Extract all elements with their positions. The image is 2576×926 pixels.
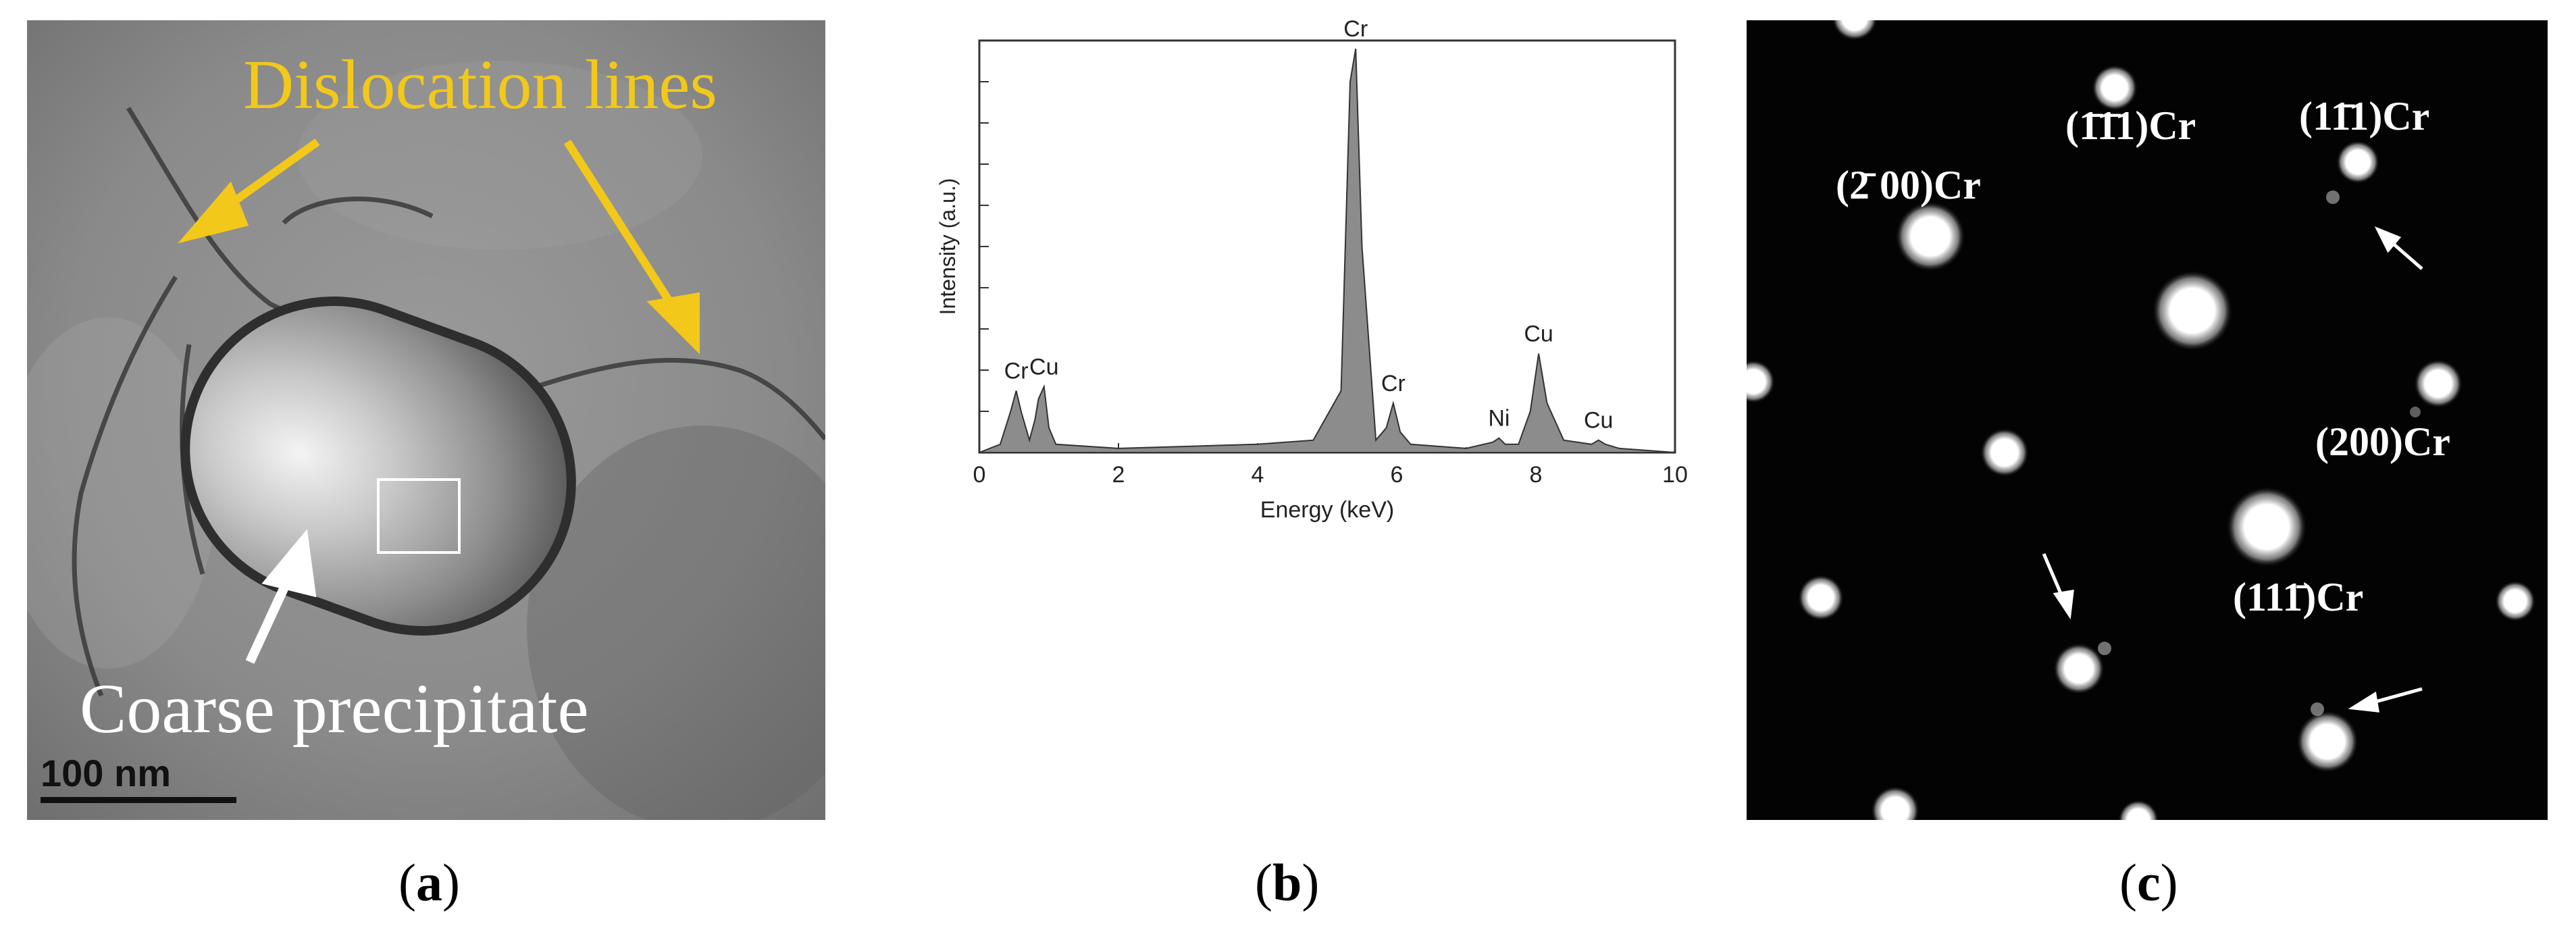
peak-label: Cr (1343, 20, 1368, 42)
peak-label: Cu (1029, 354, 1058, 380)
selection-box (377, 478, 461, 554)
x-axis-label: Energy (keV) (1260, 497, 1394, 523)
panel-c-diffraction-pattern: (2̄ 00)Cr (1̄1̄1)Cr (11̄1)Cr (200)Cr (11… (1747, 20, 2548, 820)
diffraction-spots (1747, 20, 2535, 820)
label-200: (200)Cr (2315, 419, 2450, 464)
label-bar1bar11: (1̄1̄1)Cr (2065, 103, 2196, 148)
spectrum-area (979, 49, 1676, 453)
precipitate-label: Coarse precipitate (80, 670, 589, 748)
caption-c: (c) (2119, 853, 2178, 912)
white-arrow (245, 529, 317, 664)
x-tick-label: 8 (1530, 462, 1543, 488)
coarse-precipitate (180, 297, 576, 636)
peak-label: Cu (1584, 408, 1613, 434)
plot-frame (978, 39, 1676, 454)
x-tick-label: 6 (1391, 462, 1403, 488)
scale-bar-label: 100 nm (41, 752, 171, 794)
peak-label: Cr (1381, 371, 1406, 396)
dislocation-label: Dislocation lines (243, 46, 717, 124)
scale-bar-line (41, 797, 236, 803)
caption-b: (b) (1255, 853, 1320, 912)
panel-a-tem-image: Dislocation lines Coarse precipitate 100… (27, 20, 825, 820)
x-tick-label: 2 (1112, 462, 1125, 488)
tem-micrograph (27, 20, 825, 820)
y-axis-label: Intensity (a.u.) (935, 178, 960, 315)
label-1bar11: (11̄1)Cr (2299, 94, 2430, 138)
caption-a: (a) (398, 853, 460, 912)
peak-label: Ni (1488, 406, 1510, 432)
label-11bar1: (111̄)Cr (2233, 575, 2364, 619)
y-ticks (979, 40, 989, 412)
x-tick-label: 0 (973, 462, 986, 488)
peak-label: Cr (1004, 359, 1029, 384)
label-bar200: (2̄ 00)Cr (1836, 163, 1981, 207)
x-tick-label: 10 (1662, 462, 1688, 488)
yellow-arrows (178, 138, 700, 355)
diffraction-image (1747, 20, 2548, 820)
x-ticks: 0 2 4 6 8 10 (973, 443, 1688, 488)
panel-b-eds-spectrum: 0 2 4 6 8 10 Cr Cu Cr Cr Ni Cu Cu Energy (keV) Inte… (932, 16, 1702, 561)
white-arrows (2042, 226, 2423, 713)
x-tick-label: 4 (1252, 462, 1264, 488)
peak-label: Cu (1524, 321, 1553, 347)
